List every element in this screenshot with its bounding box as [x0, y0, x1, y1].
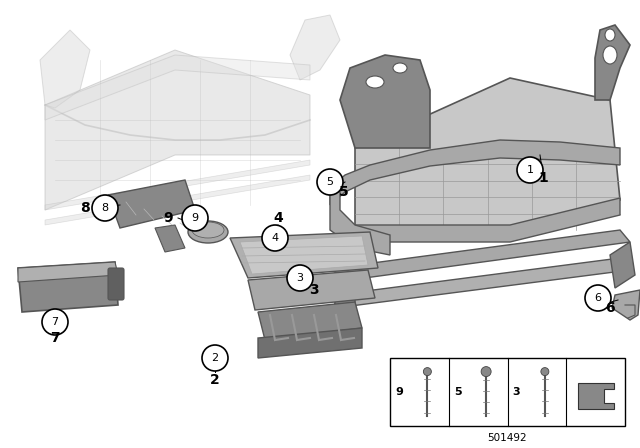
Circle shape	[481, 366, 491, 377]
Polygon shape	[355, 78, 620, 230]
Polygon shape	[335, 258, 630, 308]
Polygon shape	[335, 282, 355, 330]
Text: 4: 4	[273, 211, 283, 225]
Ellipse shape	[605, 29, 615, 41]
Text: 5: 5	[454, 387, 461, 397]
Polygon shape	[595, 25, 630, 100]
Text: 9: 9	[163, 211, 173, 225]
Text: 6: 6	[595, 293, 602, 303]
Polygon shape	[240, 236, 368, 274]
Polygon shape	[230, 232, 378, 278]
Text: 5: 5	[326, 177, 333, 187]
Polygon shape	[335, 230, 630, 282]
Polygon shape	[340, 55, 430, 148]
Text: 4: 4	[271, 233, 278, 243]
Polygon shape	[45, 160, 310, 210]
Polygon shape	[45, 50, 310, 210]
FancyBboxPatch shape	[390, 358, 625, 426]
Text: 7: 7	[50, 331, 60, 345]
Ellipse shape	[188, 221, 228, 243]
Ellipse shape	[192, 222, 224, 238]
Polygon shape	[155, 225, 185, 252]
Circle shape	[317, 169, 343, 195]
Text: 1: 1	[538, 171, 548, 185]
Circle shape	[182, 205, 208, 231]
Text: 8: 8	[101, 203, 109, 213]
Polygon shape	[330, 140, 620, 205]
Polygon shape	[18, 262, 118, 312]
Text: 6: 6	[605, 301, 615, 315]
Text: 3: 3	[309, 283, 319, 297]
Polygon shape	[290, 15, 340, 80]
Polygon shape	[330, 188, 390, 255]
Polygon shape	[258, 302, 362, 340]
Circle shape	[424, 368, 431, 375]
Circle shape	[92, 195, 118, 221]
Polygon shape	[610, 242, 635, 288]
Polygon shape	[45, 175, 310, 225]
Polygon shape	[45, 55, 310, 120]
Text: 9: 9	[395, 387, 403, 397]
Circle shape	[262, 225, 288, 251]
Text: 5: 5	[339, 185, 349, 199]
Polygon shape	[40, 30, 90, 108]
Polygon shape	[355, 198, 620, 242]
Polygon shape	[108, 180, 195, 228]
Polygon shape	[258, 328, 362, 358]
Ellipse shape	[393, 63, 407, 73]
Circle shape	[517, 157, 543, 183]
Polygon shape	[18, 262, 118, 282]
Text: 501492: 501492	[488, 433, 527, 443]
Text: 3: 3	[513, 387, 520, 397]
Polygon shape	[578, 383, 614, 409]
Circle shape	[541, 368, 549, 375]
Circle shape	[202, 345, 228, 371]
Circle shape	[585, 285, 611, 311]
FancyBboxPatch shape	[108, 268, 124, 300]
Ellipse shape	[603, 46, 617, 64]
Text: 7: 7	[51, 317, 59, 327]
Circle shape	[42, 309, 68, 335]
Circle shape	[287, 265, 313, 291]
Polygon shape	[248, 270, 375, 310]
Text: 1: 1	[527, 165, 534, 175]
Polygon shape	[612, 290, 640, 320]
Text: 9: 9	[191, 213, 198, 223]
Ellipse shape	[366, 76, 384, 88]
Text: 8: 8	[80, 201, 90, 215]
Text: 2: 2	[210, 373, 220, 387]
Text: 3: 3	[296, 273, 303, 283]
Text: 2: 2	[211, 353, 219, 363]
